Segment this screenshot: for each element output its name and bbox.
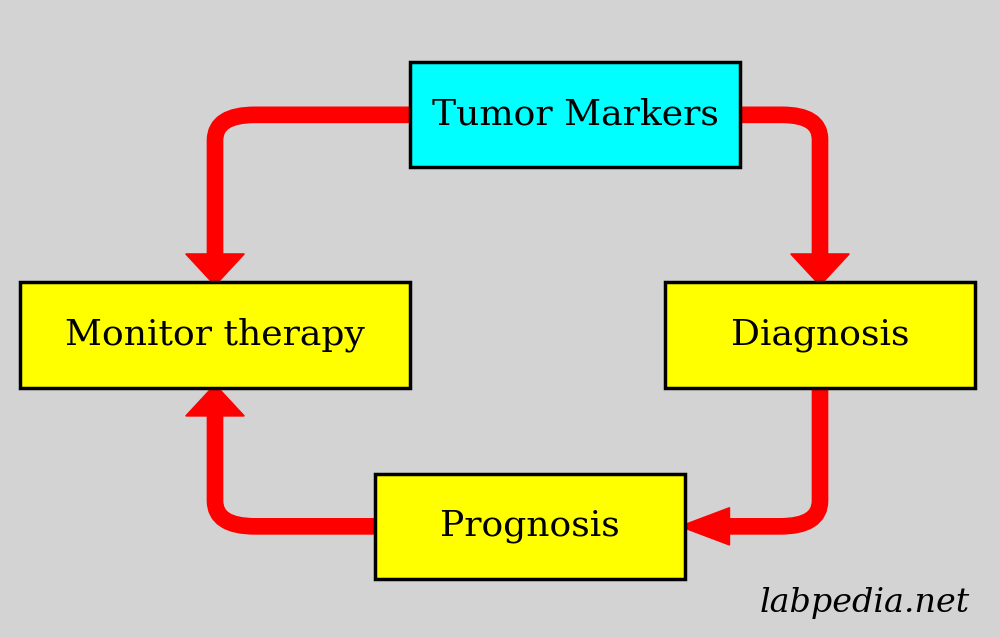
Polygon shape bbox=[186, 384, 244, 416]
Polygon shape bbox=[791, 254, 849, 286]
Text: labpedia.net: labpedia.net bbox=[760, 587, 970, 619]
Polygon shape bbox=[680, 508, 730, 545]
Text: Prognosis: Prognosis bbox=[440, 509, 620, 544]
Text: Tumor Markers: Tumor Markers bbox=[432, 98, 718, 132]
FancyBboxPatch shape bbox=[665, 282, 975, 388]
FancyBboxPatch shape bbox=[20, 282, 410, 388]
FancyBboxPatch shape bbox=[375, 473, 685, 579]
Text: Monitor therapy: Monitor therapy bbox=[65, 318, 365, 352]
Text: Diagnosis: Diagnosis bbox=[731, 318, 909, 352]
Polygon shape bbox=[186, 254, 244, 286]
FancyBboxPatch shape bbox=[410, 63, 740, 168]
